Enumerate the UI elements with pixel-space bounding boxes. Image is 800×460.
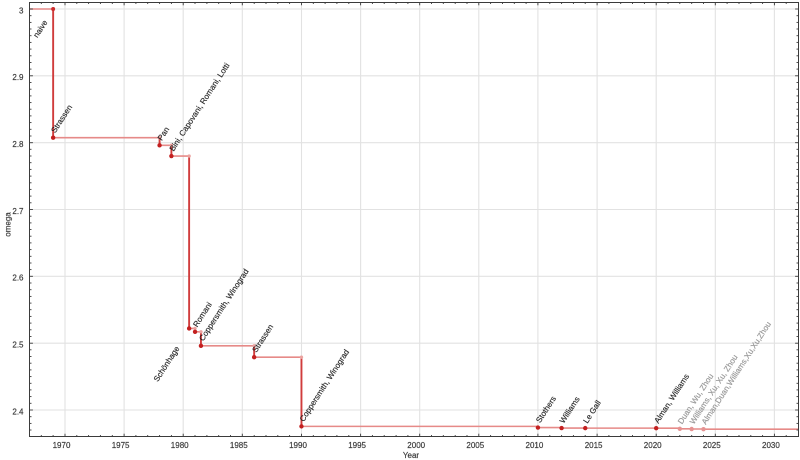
svg-text:1995: 1995	[348, 441, 366, 450]
svg-text:1975: 1975	[112, 441, 130, 450]
svg-text:2.8: 2.8	[12, 140, 24, 149]
svg-text:2.9: 2.9	[12, 73, 24, 82]
svg-text:3: 3	[19, 6, 24, 15]
svg-text:2.6: 2.6	[12, 274, 24, 283]
svg-text:2010: 2010	[526, 441, 544, 450]
svg-text:1990: 1990	[289, 441, 307, 450]
svg-text:2.5: 2.5	[12, 341, 24, 350]
svg-text:2030: 2030	[762, 441, 780, 450]
svg-text:omega: omega	[4, 212, 13, 237]
svg-text:1985: 1985	[230, 441, 248, 450]
svg-text:1970: 1970	[53, 441, 71, 450]
svg-text:2000: 2000	[407, 441, 425, 450]
svg-text:2020: 2020	[644, 441, 662, 450]
svg-text:2015: 2015	[585, 441, 603, 450]
svg-text:2025: 2025	[703, 441, 721, 450]
svg-text:Year: Year	[403, 451, 420, 460]
svg-text:2.4: 2.4	[12, 407, 24, 416]
svg-text:2.7: 2.7	[12, 207, 24, 216]
svg-text:2005: 2005	[466, 441, 484, 450]
svg-text:1980: 1980	[171, 441, 189, 450]
